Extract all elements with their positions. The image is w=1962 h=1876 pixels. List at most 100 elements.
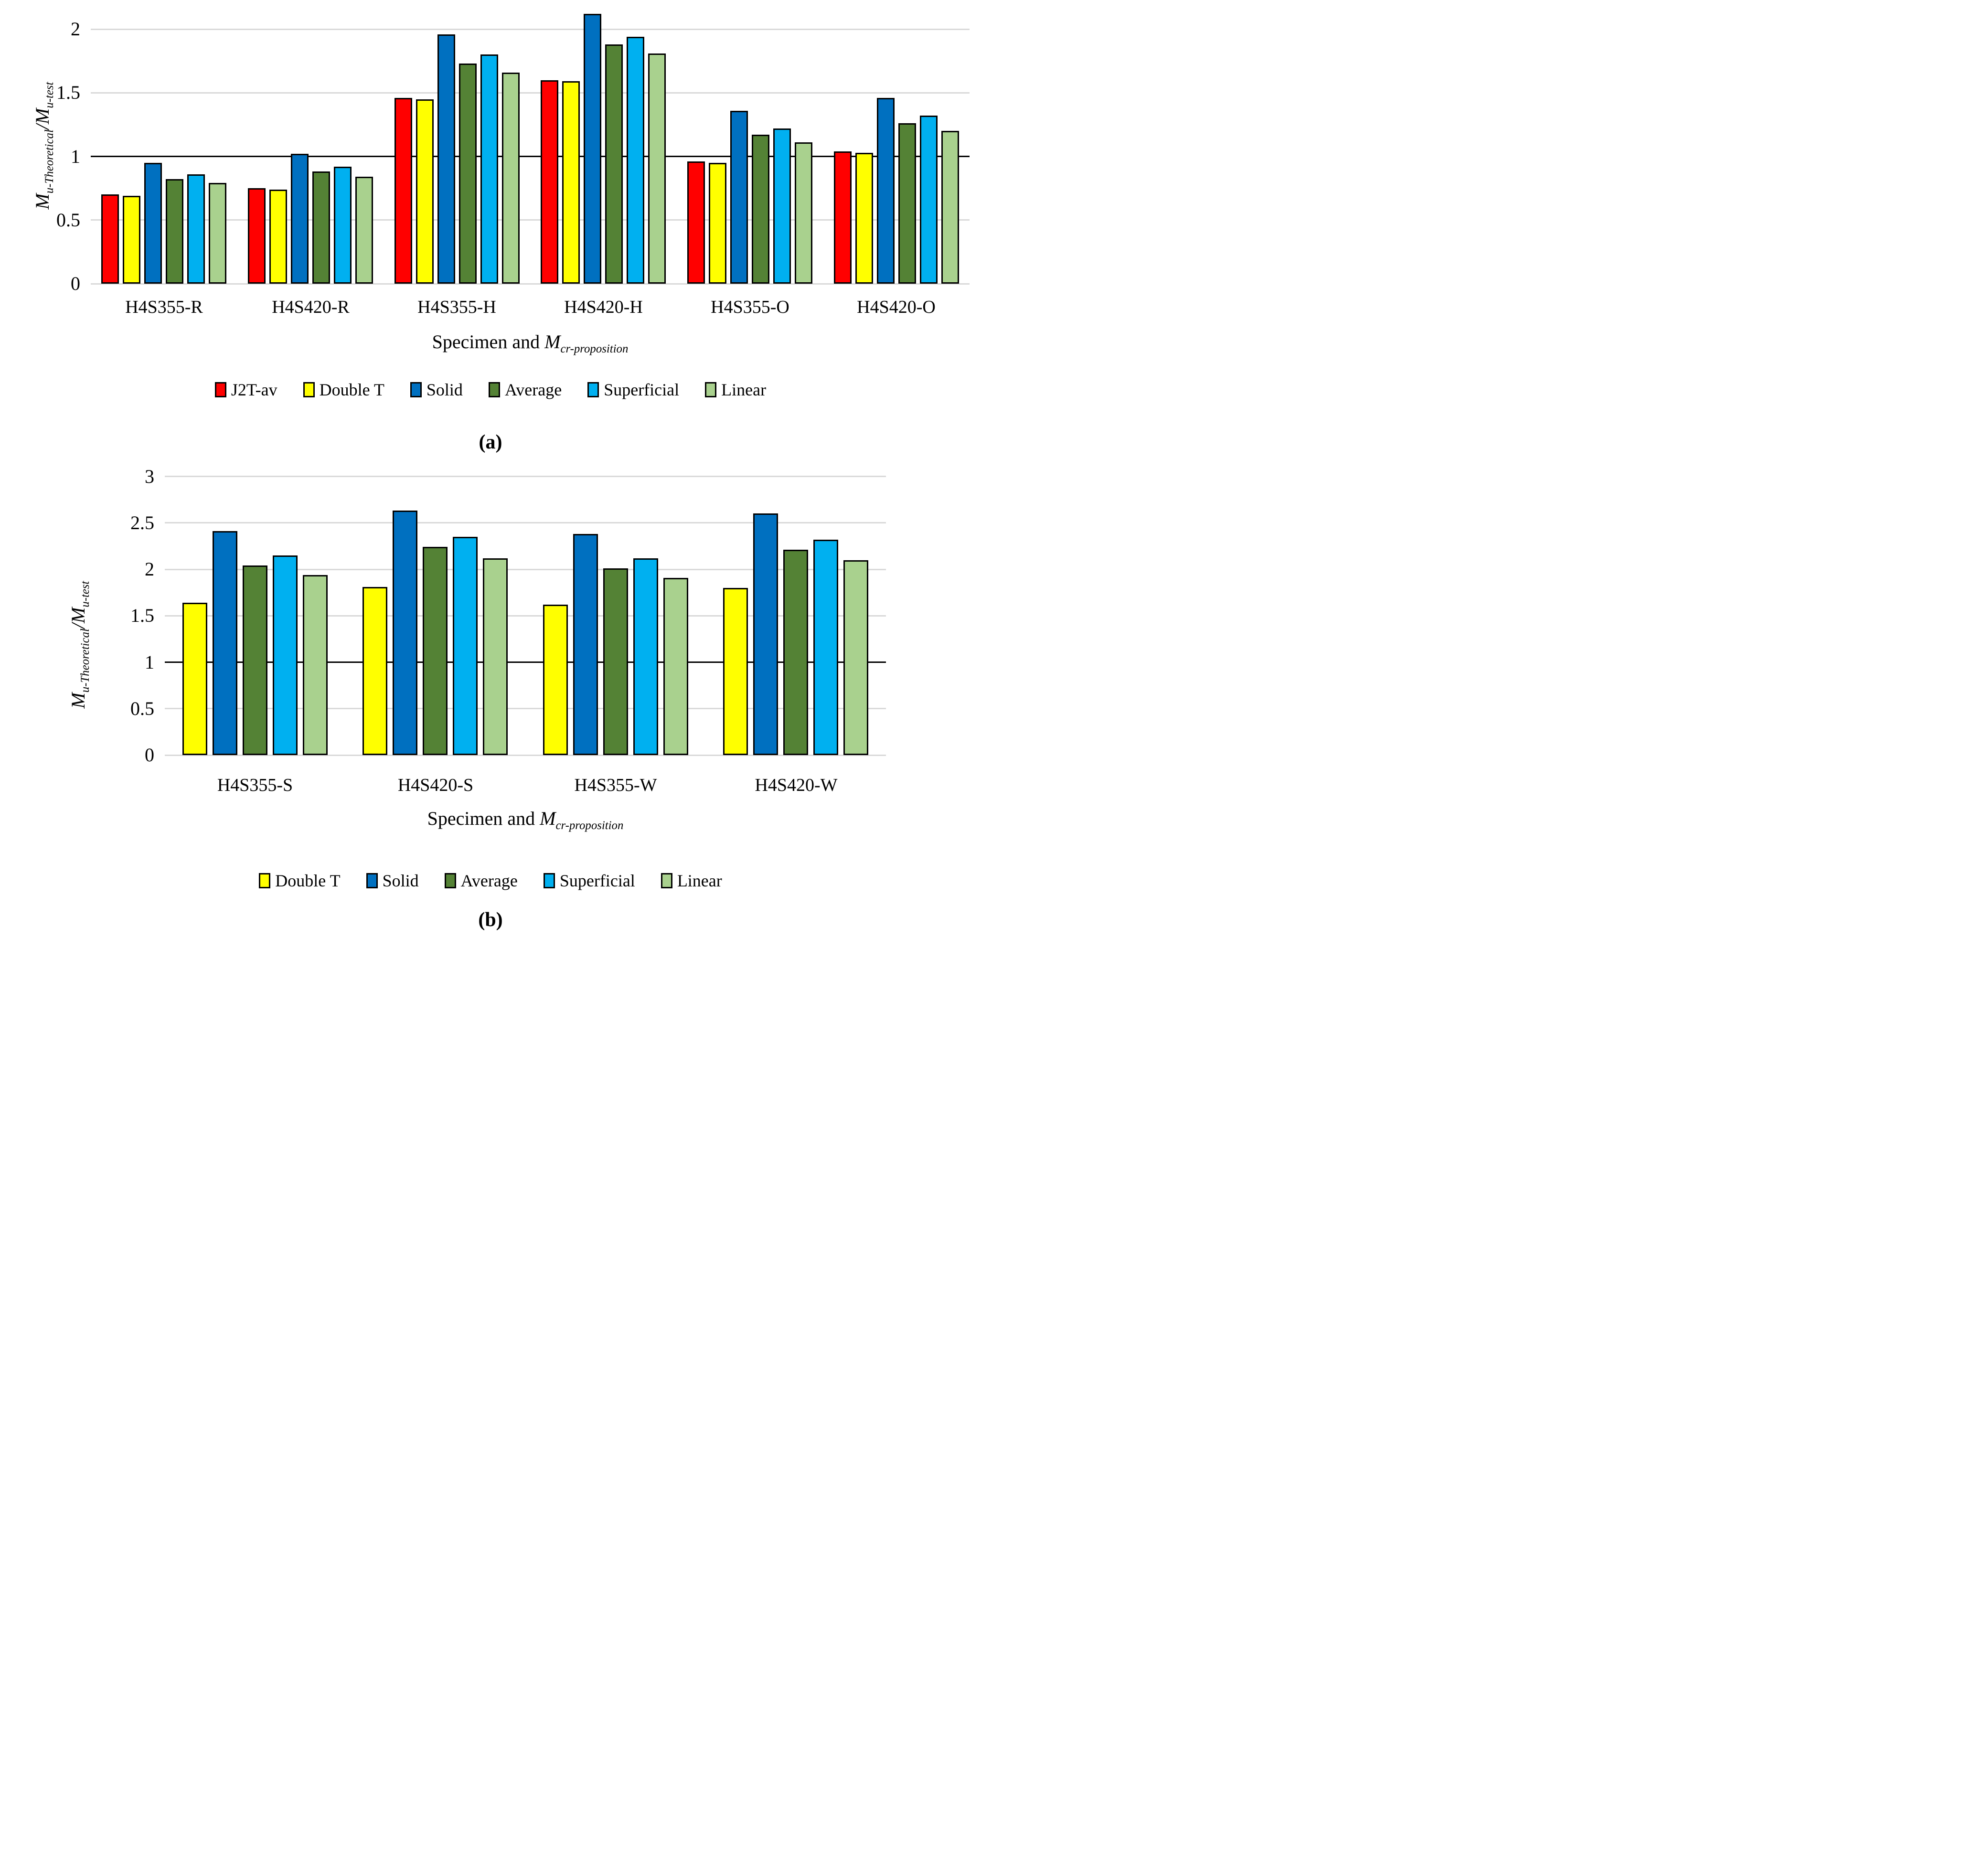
bar-average-h4s355-o <box>752 135 769 284</box>
bar-solid-h4s420-h <box>584 14 601 284</box>
legend-item-j2t-av: J2T-av <box>214 380 277 400</box>
legend-color-swatch-linear <box>661 873 672 888</box>
legend-color-swatch-average <box>444 873 456 888</box>
bar-linear-h4s420-h <box>648 53 666 284</box>
caption-b: (b) <box>478 909 503 931</box>
legend-color-swatch-j2t-av <box>214 382 226 397</box>
y-tick-label: 2.5 <box>130 512 154 533</box>
legend-item-superficial: Superficial <box>587 380 679 400</box>
gridline-y3 <box>165 476 886 477</box>
bar-j2t-av-h4s420-h <box>541 80 558 284</box>
bar-linear-h4s420-s <box>483 558 508 755</box>
y-tick-label: 0 <box>145 744 154 766</box>
gridline-y2 <box>165 569 886 570</box>
gridline-y1.5 <box>91 92 970 94</box>
x-category-label: H4S355-H <box>417 297 496 317</box>
bar-double-t-h4s355-o <box>709 163 726 284</box>
gridline-y0 <box>91 283 970 285</box>
x-category-label: H4S420-R <box>272 297 350 317</box>
bar-solid-h4s420-r <box>291 154 309 284</box>
bar-double-t-h4s420-h <box>562 81 580 284</box>
bar-linear-h4s420-w <box>843 560 868 755</box>
legend-item-average: Average <box>444 871 518 891</box>
legend-label: Average <box>460 871 518 890</box>
bar-average-h4s420-h <box>605 44 623 284</box>
x-category-label: H4S355-S <box>217 775 293 795</box>
legend-label: Linear <box>721 380 767 399</box>
legend-item-double-t: Double T <box>259 871 341 891</box>
legend-label: Linear <box>677 871 722 890</box>
y-tick-label: 2 <box>71 18 80 40</box>
bar-j2t-av-h4s355-o <box>687 161 705 284</box>
legend-label: Average <box>504 380 562 399</box>
x-category-label: H4S355-W <box>574 775 657 795</box>
legend-label: Superficial <box>559 871 635 890</box>
legend-color-swatch-double-t <box>303 382 315 397</box>
bar-solid-h4s355-s <box>213 531 237 755</box>
bar-average-h4s420-r <box>312 171 330 284</box>
bar-solid-h4s355-w <box>573 534 598 755</box>
y-tick-label: 1.5 <box>56 82 80 103</box>
bar-double-t-h4s420-w <box>723 588 748 755</box>
x-category-label: H4S420-O <box>857 297 936 317</box>
bar-solid-h4s355-r <box>144 163 162 284</box>
bar-solid-h4s420-w <box>753 513 778 755</box>
legend-item-linear: Linear <box>661 871 722 891</box>
bar-double-t-h4s355-r <box>123 196 140 284</box>
x-category-label: H4S355-O <box>711 297 789 317</box>
legend-item-solid: Solid <box>366 871 419 891</box>
legend-color-swatch-linear <box>705 382 717 397</box>
x-title-m: M <box>544 331 561 352</box>
legend-a: J2T-av Double T Solid Average Superficial Lin… <box>0 380 981 400</box>
reference-line-1 <box>165 661 886 663</box>
bar-double-t-h4s355-s <box>182 603 207 755</box>
y-tick-label: 1 <box>145 651 154 673</box>
legend-color-swatch-superficial <box>587 382 599 397</box>
gridline-y0 <box>165 755 886 756</box>
x-title-sub: cr-proposition <box>555 819 624 832</box>
legend-color-swatch-solid <box>410 382 422 397</box>
bar-superficial-h4s420-s <box>453 537 478 755</box>
legend-item-average: Average <box>488 380 562 400</box>
y-tick-label: 0 <box>71 273 80 294</box>
legend-label: Superficial <box>604 380 680 399</box>
gridline-y0.5 <box>91 219 970 221</box>
bar-linear-h4s355-s <box>303 575 328 755</box>
x-category-label: H4S355-R <box>125 297 203 317</box>
x-title-m: M <box>540 808 556 829</box>
legend-color-swatch-average <box>488 382 500 397</box>
bar-superficial-h4s420-o <box>920 116 938 284</box>
legend-color-swatch-solid <box>366 873 378 888</box>
bar-j2t-av-h4s420-o <box>834 151 852 284</box>
legend-color-swatch-double-t <box>259 873 271 888</box>
bar-linear-h4s420-o <box>941 131 959 284</box>
x-axis-title-b: Specimen and Mcr-proposition <box>165 807 886 832</box>
bar-solid-h4s355-h <box>437 34 455 284</box>
bar-average-h4s420-w <box>783 550 808 755</box>
bar-double-t-h4s355-w <box>543 605 568 755</box>
y-title-sub2: u-test <box>79 581 92 608</box>
y-tick-label: 0.5 <box>130 698 154 719</box>
legend-label: Solid <box>426 380 463 399</box>
reference-line-1 <box>91 156 970 157</box>
x-axis-title-a: Specimen and Mcr-proposition <box>91 330 970 355</box>
bar-average-h4s355-w <box>603 568 628 755</box>
caption-a: (a) <box>479 431 502 453</box>
gridline-y1.5 <box>165 615 886 617</box>
bar-average-h4s355-r <box>166 179 183 284</box>
x-title-prefix: Specimen and <box>432 331 545 352</box>
bar-solid-h4s420-o <box>877 98 895 284</box>
y-tick-label: 3 <box>145 466 154 487</box>
bar-double-t-h4s420-o <box>855 153 873 284</box>
bar-linear-h4s355-o <box>795 142 812 284</box>
gridline-y0.5 <box>165 708 886 709</box>
bar-average-h4s420-s <box>423 547 448 755</box>
bar-average-h4s355-h <box>459 64 477 284</box>
gridline-y2 <box>91 29 970 30</box>
bar-j2t-av-h4s420-r <box>248 188 266 284</box>
legend-b: Double T Solid Average Superficial Linear <box>0 871 981 891</box>
bar-j2t-av-h4s355-r <box>101 194 119 284</box>
bar-superficial-h4s355-o <box>773 128 791 284</box>
legend-label: Solid <box>382 871 419 890</box>
legend-label: J2T-av <box>231 380 277 399</box>
